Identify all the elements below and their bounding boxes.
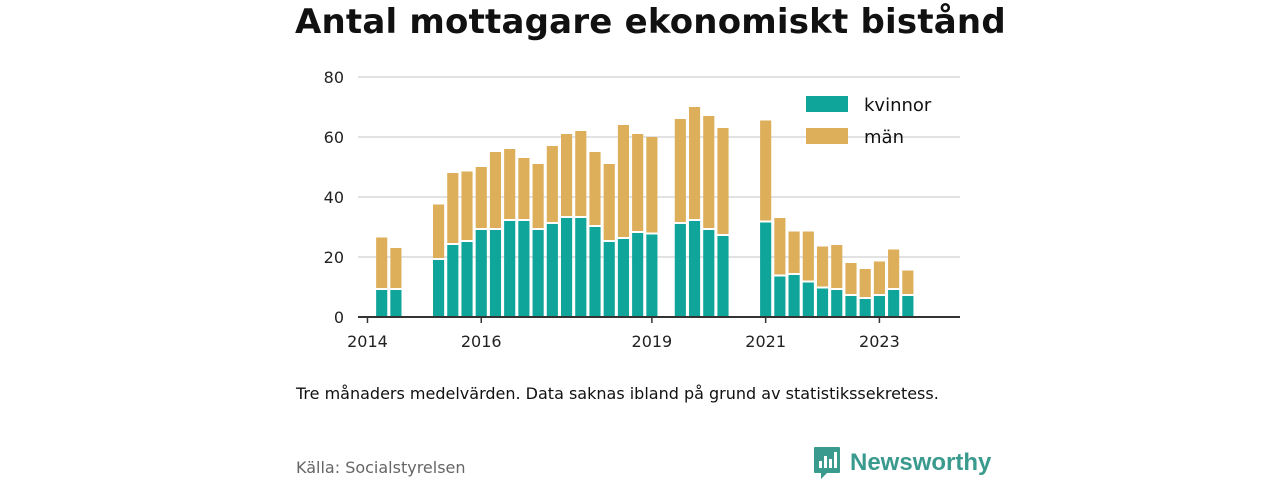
brand: Newsworthy	[813, 446, 991, 480]
bar-kvinnor	[575, 218, 587, 317]
bar-man	[802, 231, 814, 281]
bar-kvinnor	[560, 218, 573, 317]
bar-man	[859, 269, 871, 297]
bar-man	[532, 164, 544, 228]
bar-kvinnor	[433, 260, 445, 317]
bar-man	[774, 218, 786, 275]
legend-swatch	[806, 96, 848, 112]
bar-kvinnor	[760, 222, 772, 317]
bar-man	[873, 261, 885, 294]
bar-man	[845, 263, 857, 294]
bar-kvinnor	[489, 230, 502, 317]
y-tick-label: 0	[334, 308, 344, 327]
bar-kvinnor	[902, 296, 914, 317]
bar-man	[688, 107, 701, 219]
bar-kvinnor	[546, 224, 558, 317]
x-tick-label: 2023	[859, 332, 900, 351]
bar-kvinnor	[617, 239, 630, 317]
bar-man	[902, 270, 914, 294]
source-text: Källa: Socialstyrelsen	[296, 458, 466, 477]
bar-kvinnor	[888, 290, 900, 317]
bar-kvinnor	[774, 276, 786, 317]
bar-kvinnor	[532, 230, 544, 317]
bar-kvinnor	[475, 230, 487, 317]
bar-man	[788, 231, 800, 273]
y-tick-label: 40	[324, 188, 344, 207]
bar-man	[560, 134, 573, 216]
bar-man	[674, 119, 686, 222]
bar-man	[760, 120, 772, 221]
y-tick-label: 20	[324, 248, 344, 267]
bar-kvinnor	[518, 221, 530, 317]
bar-man	[888, 249, 900, 288]
bar-man	[447, 173, 459, 243]
bar-man	[504, 149, 516, 219]
bar-kvinnor	[688, 221, 701, 317]
x-tick-label: 2019	[632, 332, 673, 351]
bar-kvinnor	[504, 221, 516, 317]
bar-man	[632, 134, 644, 231]
bar-kvinnor	[703, 230, 715, 317]
y-tick-label: 80	[324, 68, 344, 87]
newsworthy-logo-icon	[814, 447, 840, 479]
x-tick-label: 2016	[461, 332, 502, 351]
bar-kvinnor	[674, 224, 686, 317]
bar-kvinnor	[390, 290, 402, 317]
x-tick-label: 2021	[745, 332, 786, 351]
bar-kvinnor	[447, 245, 459, 317]
bar-kvinnor	[802, 282, 814, 317]
bar-man	[717, 128, 729, 234]
bar-man	[475, 167, 487, 228]
bar-kvinnor	[831, 290, 843, 317]
bar-man	[603, 164, 615, 240]
chart-title: Antal mottagare ekonomiskt bistånd	[295, 2, 1006, 42]
bar-man	[489, 152, 502, 228]
bar-man	[589, 152, 601, 225]
bar-chart: 0 20 40 60 80 2014 2016 2019 2021 2023 kvinnor mä…	[324, 68, 960, 351]
bar-man	[831, 245, 843, 288]
bar-man	[461, 171, 473, 240]
legend-swatch	[806, 128, 848, 144]
bars	[376, 107, 914, 317]
axes: 2014 2016 2019 2021 2023	[347, 316, 960, 351]
bar-kvinnor	[873, 296, 885, 317]
bar-man	[646, 137, 658, 233]
bar-man	[518, 158, 530, 219]
bar-kvinnor	[646, 234, 658, 317]
y-tick-label: 60	[324, 128, 344, 147]
legend: kvinnor män	[806, 95, 932, 148]
bar-kvinnor	[589, 227, 601, 317]
bar-kvinnor	[376, 290, 388, 317]
chart-note: Tre månaders medelvärden. Data saknas ib…	[296, 384, 939, 403]
legend-label: män	[864, 127, 904, 148]
x-tick-label: 2014	[347, 332, 388, 351]
legend-label: kvinnor	[864, 95, 932, 116]
bar-kvinnor	[632, 233, 644, 317]
bar-kvinnor	[717, 236, 729, 317]
bar-man	[816, 246, 829, 287]
bar-man	[376, 237, 388, 288]
bar-kvinnor	[603, 242, 615, 317]
bar-man	[617, 125, 630, 237]
bar-man	[575, 131, 587, 216]
bar-kvinnor	[788, 275, 800, 317]
bar-man	[433, 204, 445, 258]
bar-man	[546, 146, 558, 222]
bar-kvinnor	[461, 242, 473, 317]
bar-kvinnor	[845, 296, 857, 317]
bar-man	[703, 116, 715, 228]
bar-kvinnor	[816, 288, 829, 317]
bar-man	[390, 248, 402, 288]
brand-name: Newsworthy	[850, 449, 992, 476]
bar-kvinnor	[859, 299, 871, 317]
